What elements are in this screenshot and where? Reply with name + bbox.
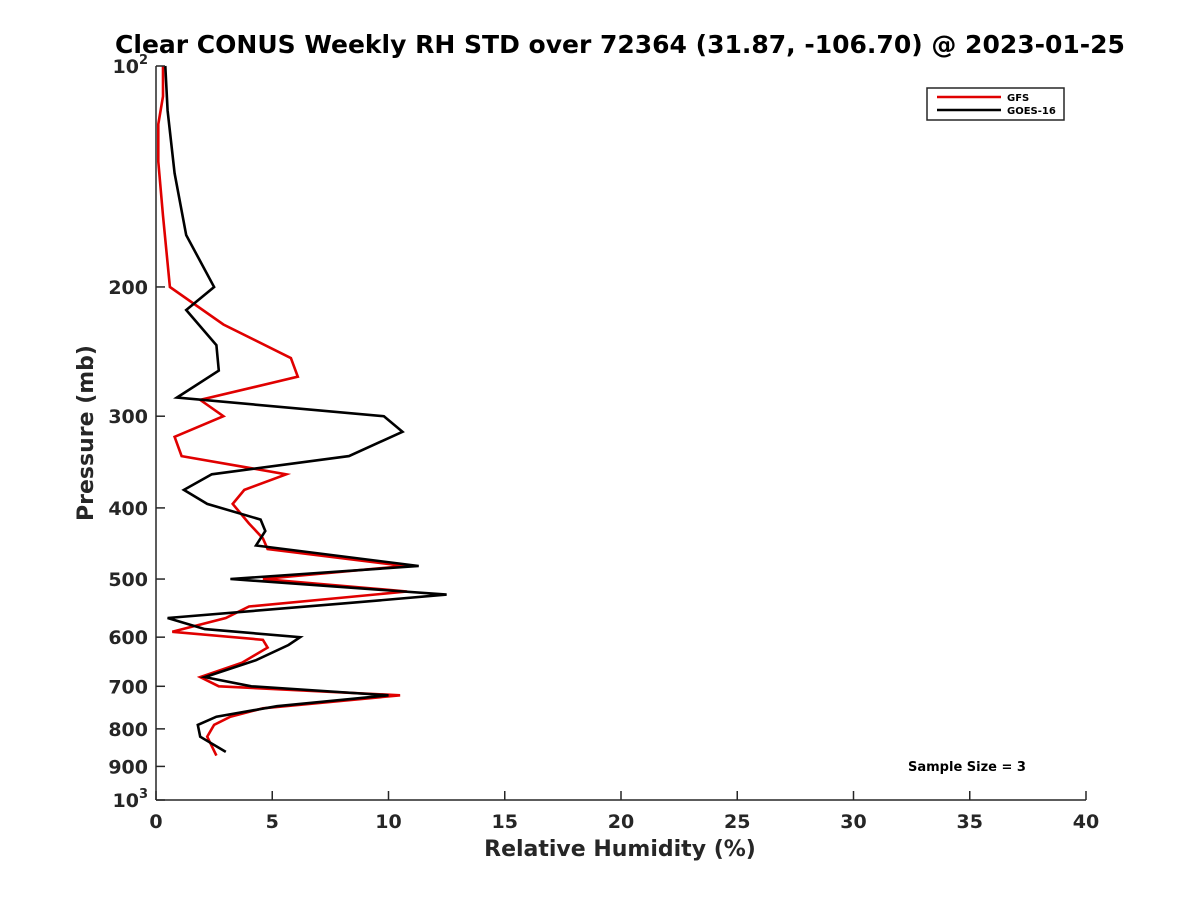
x-tick-label: 25: [724, 811, 750, 833]
x-tick-label: 5: [266, 811, 279, 833]
y-tick-exponent: 3: [139, 787, 148, 802]
legend-label-gfs: GFS: [1007, 93, 1029, 104]
chart-title: Clear CONUS Weekly RH STD over 72364 (31…: [115, 30, 1125, 59]
y-tick-label: 500: [108, 569, 148, 591]
x-tick-label: 10: [375, 811, 401, 833]
y-tick-label: 600: [108, 627, 148, 649]
legend: GFS GOES-16: [926, 87, 1065, 121]
y-tick-base: 10: [113, 56, 139, 78]
y-tick-label: 800: [108, 719, 148, 741]
tick-layer: 0 5 10 15 20 25 30 35 40102200300400500600700800…: [108, 53, 1099, 833]
x-tick-label: 30: [840, 811, 866, 833]
series-line-gfs: [157, 66, 408, 757]
legend-label-goes16: GOES-16: [1007, 106, 1056, 117]
y-tick-label: 900: [108, 756, 148, 778]
y-tick-label: 102: [113, 53, 149, 78]
y-tick-base: 10: [113, 790, 139, 812]
y-tick-label: 103: [113, 787, 149, 812]
y-tick-label: 400: [108, 498, 148, 520]
x-tick-label: 35: [957, 811, 983, 833]
y-tick-exponent: 2: [139, 53, 148, 68]
x-tick-label: 0: [149, 811, 162, 833]
x-axis-label: Relative Humidity (%): [484, 837, 756, 862]
y-tick-label: 200: [108, 277, 148, 299]
legend-box: [926, 87, 1065, 121]
x-tick-label: 40: [1073, 811, 1099, 833]
x-tick-label: 20: [608, 811, 634, 833]
y-tick-label: 700: [108, 676, 148, 698]
sample-size-annotation: Sample Size = 3: [908, 760, 1026, 775]
y-axis-label: Pressure (mb): [74, 345, 99, 521]
x-tick-label: 15: [492, 811, 518, 833]
series-layer: [157, 65, 447, 757]
y-tick-label: 300: [108, 406, 148, 428]
